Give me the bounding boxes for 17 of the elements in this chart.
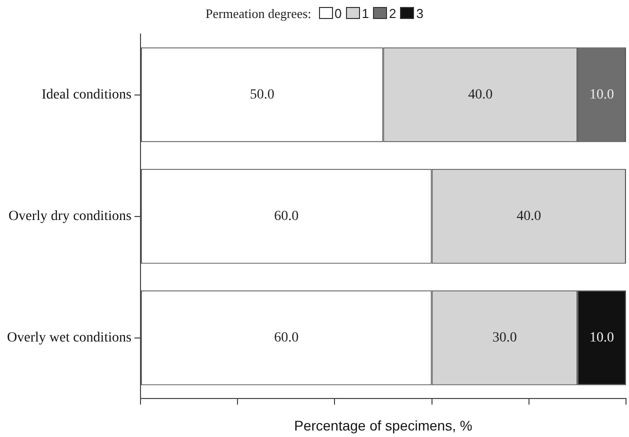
y-tick-label: Overly wet conditions (7, 330, 132, 346)
legend-label: 2 (388, 6, 396, 21)
data-label: 50.0 (250, 87, 274, 102)
y-tick-label: Ideal conditions (42, 87, 132, 102)
legend-label: 1 (360, 6, 369, 21)
data-label: 40.0 (516, 208, 542, 224)
data-label: 60.0 (274, 330, 299, 346)
data-label: 40.0 (468, 87, 493, 102)
legend-label: 3 (415, 6, 424, 21)
data-label: 10.0 (589, 330, 614, 346)
data-label: 30.0 (492, 330, 517, 346)
legend-title: Permeation degrees: (206, 6, 312, 21)
text: 0 (334, 6, 342, 21)
data-label: 10.0 (589, 87, 614, 102)
x-axis-title: Percentage of specimens, % (294, 417, 472, 434)
y-tick-label: Overly dry conditions (8, 208, 132, 224)
data-label: 60.0 (274, 208, 299, 224)
